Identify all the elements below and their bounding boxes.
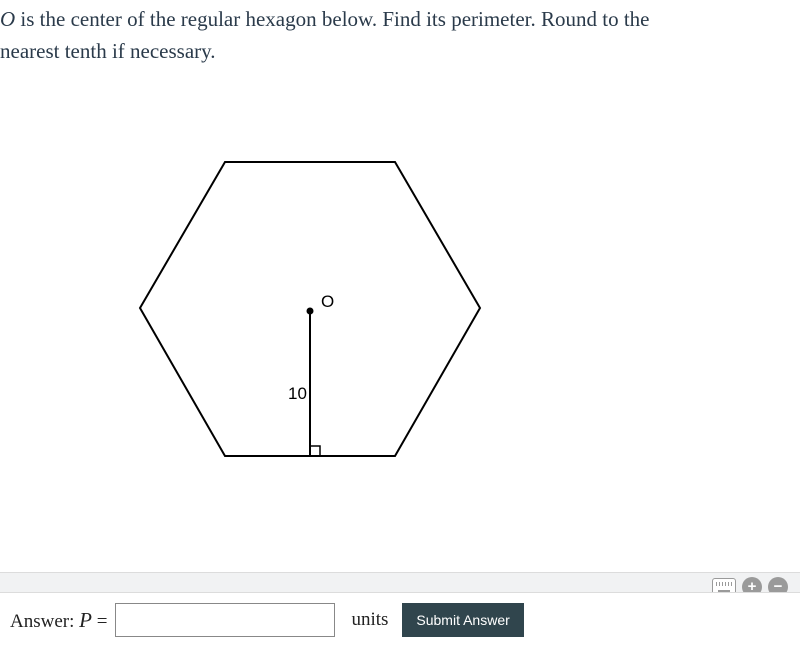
apothem-label: 10 <box>288 384 307 403</box>
hexagon-figure: O 10 <box>100 118 520 503</box>
center-point <box>307 308 314 315</box>
answer-label: Answer: P = <box>10 608 107 633</box>
center-label: O <box>321 292 334 311</box>
question-prompt: O is the center of the regular hexagon b… <box>0 0 800 67</box>
prompt-line1: is the center of the regular hexagon bel… <box>15 7 649 31</box>
submit-button[interactable]: Submit Answer <box>402 603 523 637</box>
prompt-line2: nearest tenth if necessary. <box>0 39 216 63</box>
prompt-var-O: O <box>0 7 15 31</box>
answer-row: Answer: P = units Submit Answer <box>0 592 800 647</box>
answer-bar: + − Answer: P = units Submit Answer <box>0 572 800 647</box>
answer-input[interactable] <box>115 603 335 637</box>
units-label: units <box>351 609 388 631</box>
right-angle-marker <box>310 446 320 456</box>
